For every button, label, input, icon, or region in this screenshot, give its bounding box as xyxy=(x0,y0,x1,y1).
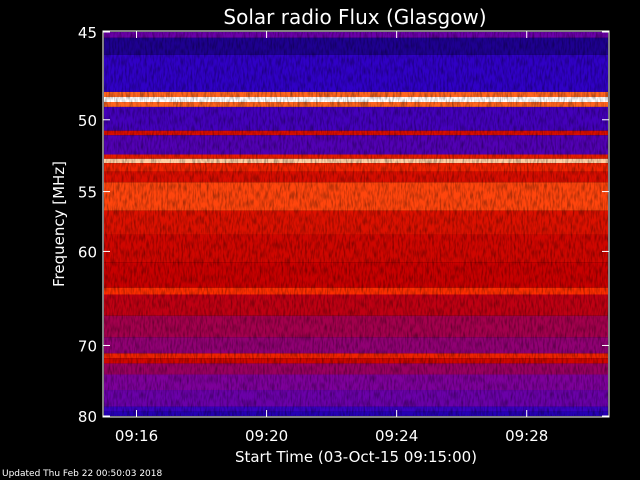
plot-frame xyxy=(102,30,610,418)
y-tick-label: 70 xyxy=(78,337,97,355)
x-tick-label: 09:24 xyxy=(375,427,418,445)
x-tick-label: 09:16 xyxy=(115,427,158,445)
y-tick-label: 60 xyxy=(78,243,97,261)
y-tick-label: 80 xyxy=(78,408,97,426)
axis-ticks: 45 50 55 60 70 80 09:16 09:20 09:24 09:28 xyxy=(78,24,609,445)
heatmap-texture xyxy=(104,32,608,416)
chart-title: Solar radio Flux (Glasgow) xyxy=(223,5,486,29)
y-axis-label: Frequency [MHz] xyxy=(50,161,68,287)
y-tick-label: 45 xyxy=(78,24,97,42)
x-tick-label: 09:20 xyxy=(245,427,288,445)
x-tick-label: 09:28 xyxy=(505,427,548,445)
y-tick-label: 55 xyxy=(78,184,97,202)
heatmap-area xyxy=(104,32,608,416)
y-tick-label: 50 xyxy=(78,112,97,130)
x-axis-label: Start Time (03-Oct-15 09:15:00) xyxy=(235,448,477,466)
updated-timestamp: Updated Thu Feb 22 00:50:03 2018 xyxy=(2,469,163,479)
